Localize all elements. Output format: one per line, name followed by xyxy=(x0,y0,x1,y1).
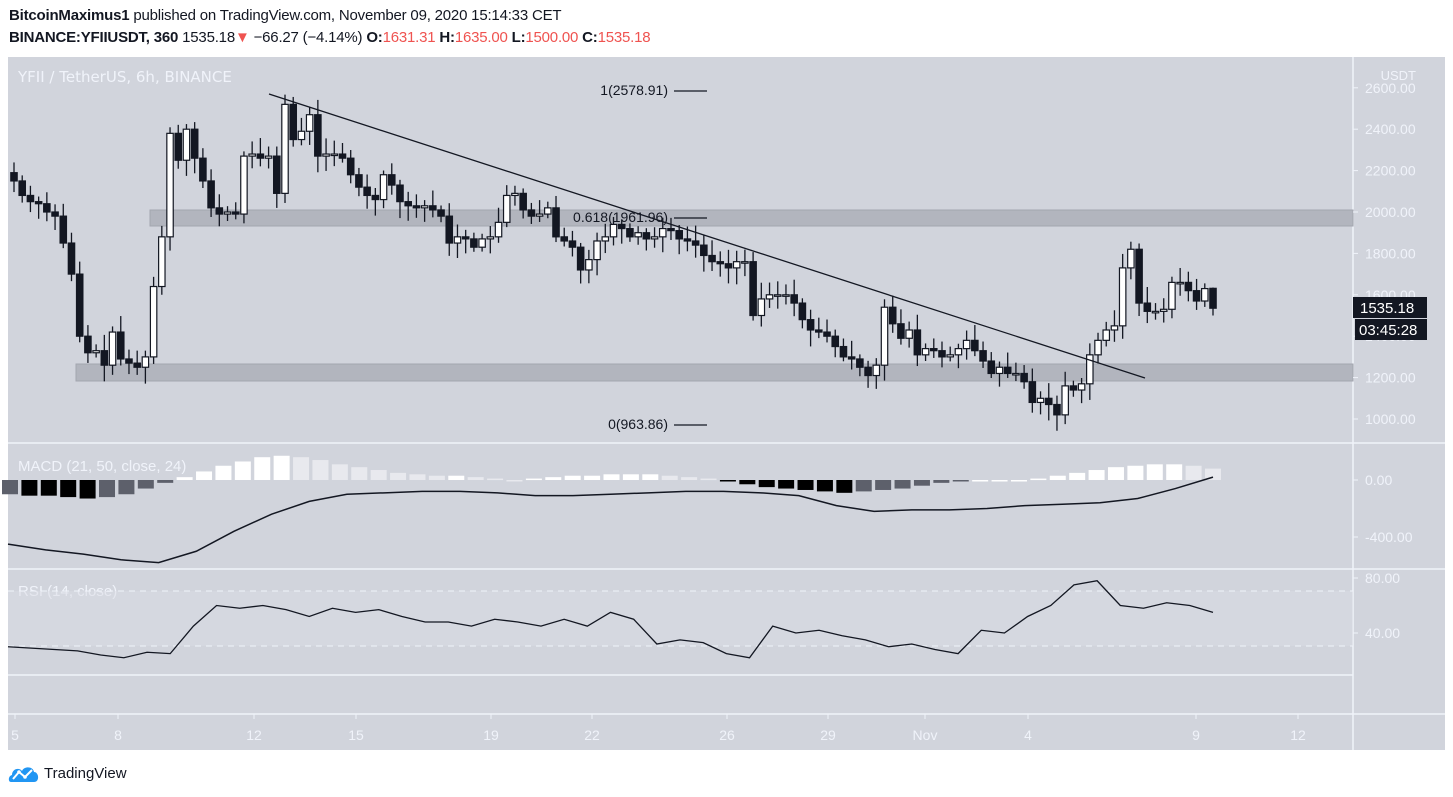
fib-level-0-label: 0(963.86) xyxy=(608,416,668,432)
tradingview-branding[interactable]: TradingView xyxy=(8,763,127,783)
current-price-tag xyxy=(1353,297,1427,318)
price-tick: 2200.00 xyxy=(1365,163,1416,179)
price-tick: 1200.00 xyxy=(1365,370,1416,386)
time-axis[interactable]: 5 8 12 15 19 22 26 29 Nov 4 9 12 xyxy=(11,714,1306,743)
last-price: 1535.18 xyxy=(182,29,235,46)
close-value: 1535.18 xyxy=(597,29,651,46)
fib-level-1-label: 1(2578.91) xyxy=(600,82,668,98)
time-tick: 8 xyxy=(114,727,122,743)
author-name[interactable]: BitcoinMaximus1 xyxy=(9,7,130,24)
down-arrow-icon: ▼ xyxy=(234,29,250,46)
symbol-info: BINANCE:YFIIUSDT, 360 1535.18▼ −66.27 (−… xyxy=(9,29,651,46)
brand-name: TradingView xyxy=(44,764,127,782)
macd-line xyxy=(7,476,1214,564)
open-value: 1631.31 xyxy=(382,29,436,46)
macd-histogram xyxy=(2,455,1221,499)
price-tick: 1000.00 xyxy=(1365,411,1416,427)
time-tick: 12 xyxy=(246,727,262,743)
publish-info: BitcoinMaximus1 published on TradingView… xyxy=(9,7,562,24)
time-tick: 4 xyxy=(1024,727,1032,743)
rsi-axis[interactable]: 80.00 40.00 xyxy=(1353,570,1400,641)
time-tick: 12 xyxy=(1290,727,1306,743)
macd-pane-title[interactable]: MACD (21, 50, close, 24) xyxy=(18,458,186,475)
rsi-band-fill xyxy=(8,591,1353,646)
close-label: C: xyxy=(582,29,598,46)
rsi-line xyxy=(7,580,1214,659)
current-price-value: 1535.18 xyxy=(1360,300,1414,317)
descending-trendline[interactable] xyxy=(268,93,1146,379)
price-change: −66.27 (−4.14%) xyxy=(253,29,363,46)
open-label: O: xyxy=(366,29,383,46)
macd-tick-0: 0.00 xyxy=(1365,472,1392,488)
price-tick: 2000.00 xyxy=(1365,204,1416,220)
price-tick: 2600.00 xyxy=(1365,80,1416,96)
low-value: 1500.00 xyxy=(525,29,579,46)
low-label: L: xyxy=(511,29,526,46)
time-tick: Nov xyxy=(913,727,938,743)
symbol-label: BINANCE:YFIIUSDT, 360 xyxy=(9,29,179,46)
support-zone[interactable] xyxy=(75,363,1354,382)
countdown-tag xyxy=(1355,319,1427,340)
price-tick: 2400.00 xyxy=(1365,121,1416,137)
main-pane-title: YFII / TetherUS, 6h, BINANCE xyxy=(17,68,232,86)
time-tick: 19 xyxy=(483,727,499,743)
resistance-zone[interactable] xyxy=(149,209,1354,227)
rsi-tick-40: 40.00 xyxy=(1365,625,1400,641)
bar-countdown: 03:45:28 xyxy=(1359,322,1417,339)
time-tick: 22 xyxy=(584,727,600,743)
published-text: published on TradingView.com, November 0… xyxy=(133,7,562,24)
time-tick: 15 xyxy=(348,727,364,743)
rsi-tick-80: 80.00 xyxy=(1365,570,1400,586)
price-tick: 1800.00 xyxy=(1365,245,1416,261)
currency-label: USDT xyxy=(1381,68,1416,83)
macd-axis[interactable]: 0.00 -400.00 xyxy=(1353,472,1413,545)
candlestick-series xyxy=(10,94,1217,431)
high-value: 1635.00 xyxy=(454,29,508,46)
macd-tick-neg400: -400.00 xyxy=(1365,529,1413,545)
high-label: H: xyxy=(439,29,455,46)
time-tick: 9 xyxy=(1192,727,1200,743)
time-tick: 5 xyxy=(11,727,19,743)
fib-level-0618-label: 0.618(1961.96) xyxy=(573,209,668,225)
tradingview-logo-icon xyxy=(8,767,39,782)
time-tick: 26 xyxy=(719,727,735,743)
time-tick: 29 xyxy=(820,727,836,743)
